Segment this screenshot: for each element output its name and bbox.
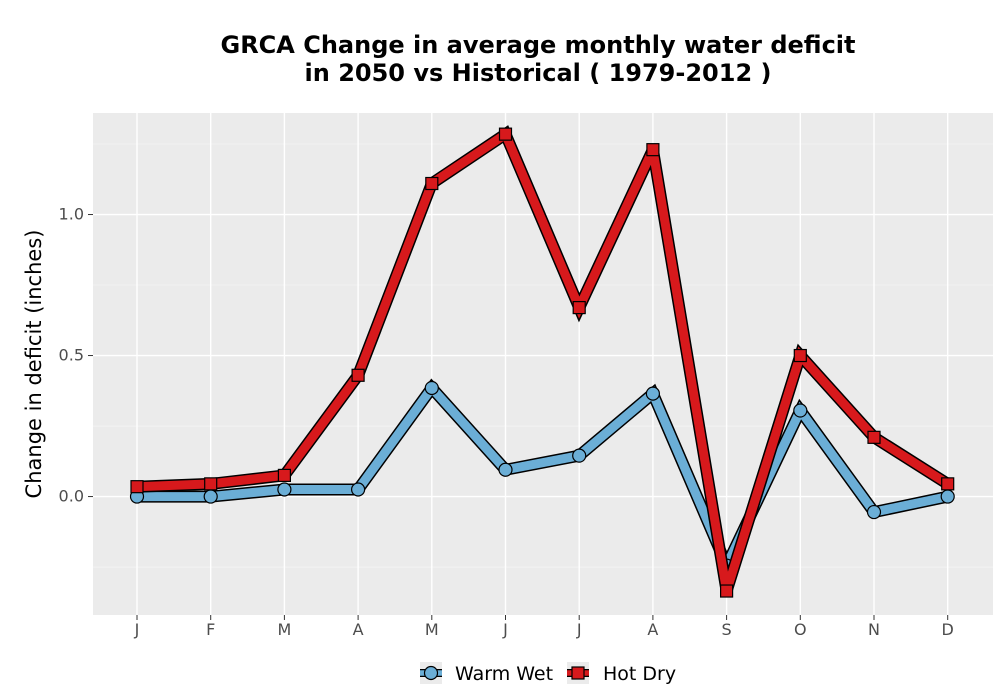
x-tick-label: J (502, 620, 508, 639)
chart-title-line-1: GRCA Change in average monthly water def… (221, 31, 856, 59)
data-point (130, 480, 144, 494)
plot-panel (93, 113, 993, 615)
data-point (793, 348, 807, 363)
x-tick-label: M (277, 620, 291, 639)
x-tick-label: J (134, 620, 140, 639)
data-point (572, 300, 586, 315)
legend-label: Warm Wet (455, 663, 553, 685)
series-line (137, 380, 949, 577)
series-warm-wet (129, 378, 955, 581)
legend-key-marker (571, 666, 585, 680)
x-tick-label: O (794, 620, 807, 639)
x-tick-label: M (425, 620, 439, 639)
data-point (498, 127, 513, 141)
legend-key-marker (423, 665, 439, 681)
legend-item: Hot Dry (567, 662, 676, 685)
y-tick-label: 0.5 (59, 346, 84, 365)
x-tick-label: S (722, 620, 732, 639)
data-point (646, 143, 660, 157)
y-tick-label: 0.0 (59, 487, 84, 506)
legend-item: Warm Wet (420, 662, 553, 685)
chart-title-line-2: in 2050 vs Historical ( 1979-2012 ) (305, 59, 772, 87)
data-point (866, 504, 882, 520)
series-layer (129, 125, 955, 598)
data-point (424, 380, 439, 396)
x-tick-label: D (942, 620, 954, 639)
y-tick-label: 1.0 (59, 205, 84, 224)
data-point (719, 584, 734, 598)
series-line (136, 127, 951, 593)
data-point (793, 403, 808, 418)
data-point (351, 368, 365, 382)
series-hot-dry (130, 125, 955, 598)
data-point (277, 482, 292, 497)
legend-label: Hot Dry (603, 663, 676, 685)
data-point (645, 386, 661, 401)
data-point (940, 489, 955, 504)
data-point (425, 176, 439, 191)
data-point (941, 477, 955, 491)
data-point (203, 489, 218, 504)
data-point (572, 448, 587, 463)
legend: Warm Wet Hot Dry (420, 662, 676, 685)
axis-layer: 0.0 0.5 1.0 J F M A M J J A S O N D (59, 205, 954, 639)
data-point (867, 430, 881, 444)
x-tick-label: A (353, 620, 364, 639)
data-point (351, 482, 366, 497)
x-tick-label: F (206, 620, 215, 639)
data-point (204, 477, 218, 491)
x-tick-label: N (868, 620, 880, 639)
y-axis-label: Change in deficit (inches) (22, 230, 46, 499)
data-point (498, 462, 513, 477)
x-tick-label: J (576, 620, 582, 639)
x-tick-label: A (647, 620, 658, 639)
data-point (277, 468, 291, 482)
